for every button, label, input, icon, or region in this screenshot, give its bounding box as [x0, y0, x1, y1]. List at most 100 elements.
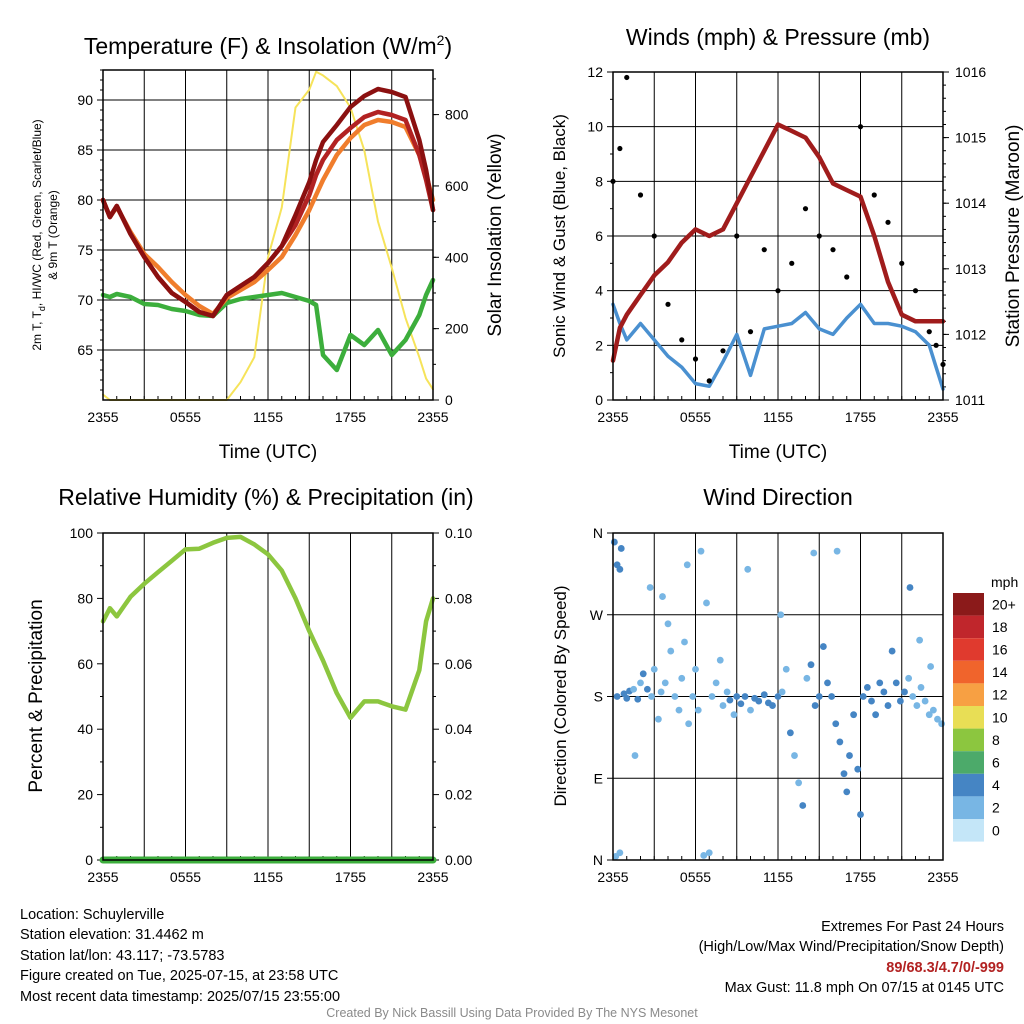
y-right-tick-label: 400	[445, 249, 469, 265]
direction-point	[646, 584, 654, 591]
direction-point	[733, 693, 741, 700]
gust-point	[747, 329, 754, 335]
direction-point	[876, 679, 884, 687]
direction-point	[925, 711, 933, 719]
y-right-tick-label: 0.04	[445, 721, 472, 737]
y-tick-label: 90	[77, 92, 93, 108]
y-tick-label: 4	[595, 283, 603, 299]
y-tick-label: 80	[77, 192, 93, 208]
direction-point	[828, 693, 836, 700]
y-right-tick-label: 1012	[955, 326, 986, 342]
direction-point	[917, 684, 925, 691]
y-tick-label: 0	[85, 852, 93, 868]
gust-point	[651, 233, 657, 239]
direction-point	[616, 565, 624, 573]
direction-point	[744, 565, 752, 573]
extremes-title: Extremes For Past 24 Hours	[821, 919, 1004, 935]
plot-border	[612, 71, 944, 401]
credit-text: Created By Nick Bassill Using Data Provi…	[326, 1006, 698, 1020]
x-tick-label: 0555	[170, 409, 201, 425]
pressure-line	[610, 122, 946, 363]
x-tick-label: 1755	[335, 869, 366, 885]
x-tick-label: 2355	[417, 869, 448, 885]
colorbar-swatch	[953, 683, 984, 706]
gust-point	[857, 124, 864, 130]
direction-point	[755, 697, 763, 705]
y-right-tick-label: 1011	[955, 392, 985, 408]
location-text: Location: Schuylerville	[20, 907, 165, 923]
colorbar-label: 18	[992, 619, 1008, 635]
direction-point	[630, 685, 638, 693]
x-tick-label: 2355	[87, 409, 118, 425]
direction-point	[811, 702, 819, 709]
direction-point	[678, 674, 686, 682]
colorbar-swatch	[953, 593, 984, 616]
y-right-tick-label: 1016	[955, 64, 986, 80]
direction-point	[916, 636, 924, 644]
direction-point	[747, 706, 754, 714]
gust-point	[637, 192, 644, 198]
direction-point	[708, 693, 716, 700]
colorbar-label: 10	[992, 709, 1008, 725]
direction-point	[769, 702, 776, 709]
direction-point	[681, 638, 688, 646]
x-tick-label: 2355	[597, 869, 628, 885]
y-tick-label: S	[594, 689, 603, 705]
x-tick-label: 1155	[253, 869, 283, 885]
direction-point	[760, 691, 768, 699]
y-tick-label: 75	[77, 242, 93, 258]
direction-point	[623, 694, 631, 702]
plot-border	[102, 69, 434, 401]
direction-point	[927, 663, 935, 670]
y-tick-label: 8	[595, 173, 603, 189]
direction-point	[667, 647, 675, 655]
gust-point	[761, 247, 767, 253]
y-axis-label: Percent & Precipitation	[26, 599, 47, 792]
direction-point	[613, 693, 621, 700]
direction-point	[929, 706, 937, 714]
extremes-description: (High/Low/Max Wind/Precipitation/Snow De…	[698, 939, 1004, 956]
gust-point	[844, 274, 850, 280]
colorbar-swatch	[953, 819, 984, 842]
extremes-values: 89/68.3/4.7/0/-999	[886, 959, 1004, 976]
direction-point	[778, 688, 786, 696]
colorbar-label: 20+	[992, 596, 1016, 612]
direction-point	[705, 849, 713, 857]
y-right-tick-label: 0.02	[445, 787, 472, 803]
dewpoint-line	[100, 277, 436, 373]
y-tick-label: N	[593, 525, 603, 541]
direction-point	[795, 779, 803, 787]
colorbar-swatch	[953, 638, 984, 661]
recent-data-text: Most recent data timestamp: 2025/07/15 2…	[20, 988, 341, 1005]
direction-point	[726, 696, 734, 704]
x-tick-label: 1755	[845, 869, 876, 885]
direction-point	[896, 697, 904, 705]
x-tick-label: 2355	[87, 869, 118, 885]
panel-title: Winds (mph) & Pressure (mb)	[626, 24, 930, 50]
y-axis-label-line2: & 9m T (Orange)	[46, 190, 60, 280]
panel-title: Temperature (F) & Insolation (W/m2)	[84, 32, 452, 59]
x-tick-label: 2355	[927, 869, 958, 885]
gust-point	[912, 288, 919, 294]
y-right-tick-label: 200	[445, 321, 469, 337]
direction-point	[730, 711, 738, 719]
x-tick-label: 1755	[335, 409, 366, 425]
colorbar-unit: mph	[991, 574, 1018, 590]
direction-point	[833, 547, 841, 555]
direction-point	[807, 661, 815, 669]
direction-point	[637, 679, 644, 687]
y-tick-label: 6	[595, 228, 603, 244]
elevation-text: Station elevation: 31.4462 m	[20, 927, 204, 944]
x-tick-label: 1155	[763, 869, 793, 885]
gust-point	[617, 145, 623, 152]
y-axis-right-label: Station Pressure (Maroon)	[1003, 125, 1024, 348]
direction-point	[799, 802, 807, 809]
y-tick-label: W	[590, 607, 604, 623]
x-tick-label: 1155	[253, 409, 283, 425]
colorbar-label: 4	[992, 777, 1000, 793]
x-axis-label: Time (UTC)	[729, 442, 828, 463]
direction-point	[921, 697, 929, 705]
colorbar-swatch	[953, 728, 984, 752]
y-right-tick-label: 0.06	[445, 656, 472, 672]
